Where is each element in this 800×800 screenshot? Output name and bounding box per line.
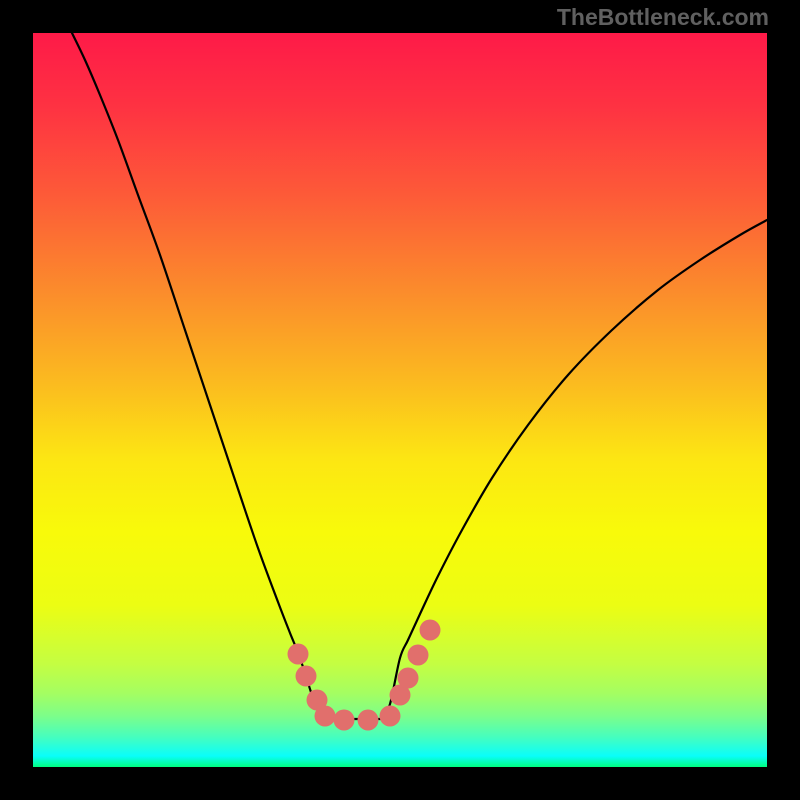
chart-frame: TheBottleneck.com: [0, 0, 800, 800]
marker-dot: [358, 710, 379, 731]
marker-dot: [288, 644, 309, 665]
marker-dot: [408, 645, 429, 666]
plot-area: [33, 33, 767, 767]
marker-dot: [315, 706, 336, 727]
marker-dot: [380, 706, 401, 727]
marker-dot: [420, 620, 441, 641]
marker-dot: [296, 666, 317, 687]
marker-dot: [334, 710, 355, 731]
curve-overlay: [33, 33, 767, 767]
curve-right: [382, 220, 767, 719]
marker-dot: [398, 668, 419, 689]
curve-left: [72, 33, 323, 719]
watermark-text: TheBottleneck.com: [557, 4, 769, 31]
